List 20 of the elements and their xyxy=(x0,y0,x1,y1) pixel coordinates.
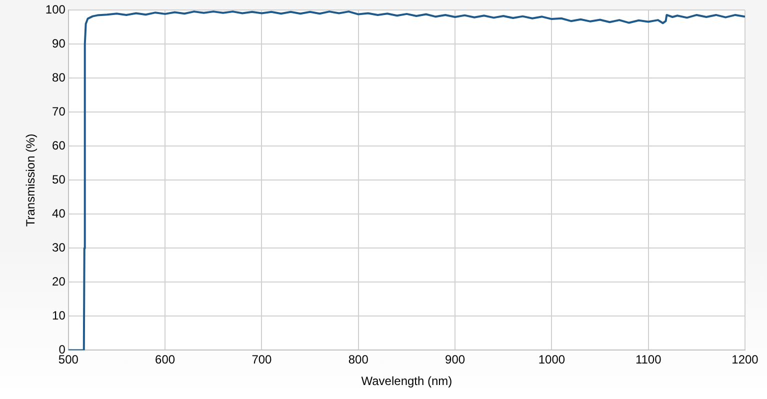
y-axis-title: Transmission (%) xyxy=(24,134,38,227)
x-tick-label: 700 xyxy=(252,352,272,367)
x-tick-label: 600 xyxy=(155,352,176,367)
y-tick-label: 20 xyxy=(52,274,66,289)
y-tick-label: 70 xyxy=(52,104,66,119)
y-tick-label: 80 xyxy=(52,70,66,85)
y-tick-label: 30 xyxy=(52,240,66,255)
x-tick-label: 800 xyxy=(348,352,369,367)
x-tick-label: 900 xyxy=(445,352,466,367)
y-tick-label: 60 xyxy=(52,138,66,153)
y-tick-label: 100 xyxy=(45,2,66,17)
x-tick-label: 1200 xyxy=(732,352,759,367)
x-tick-label: 1100 xyxy=(635,352,662,367)
x-tick-label: 500 xyxy=(58,352,79,367)
y-tick-label: 40 xyxy=(52,206,66,221)
x-tick-label: 1000 xyxy=(538,352,566,367)
y-tick-label: 10 xyxy=(52,308,66,323)
y-tick-label: 50 xyxy=(52,172,66,187)
y-tick-label: 90 xyxy=(52,36,66,51)
x-axis-title: Wavelength (nm) xyxy=(361,374,452,388)
